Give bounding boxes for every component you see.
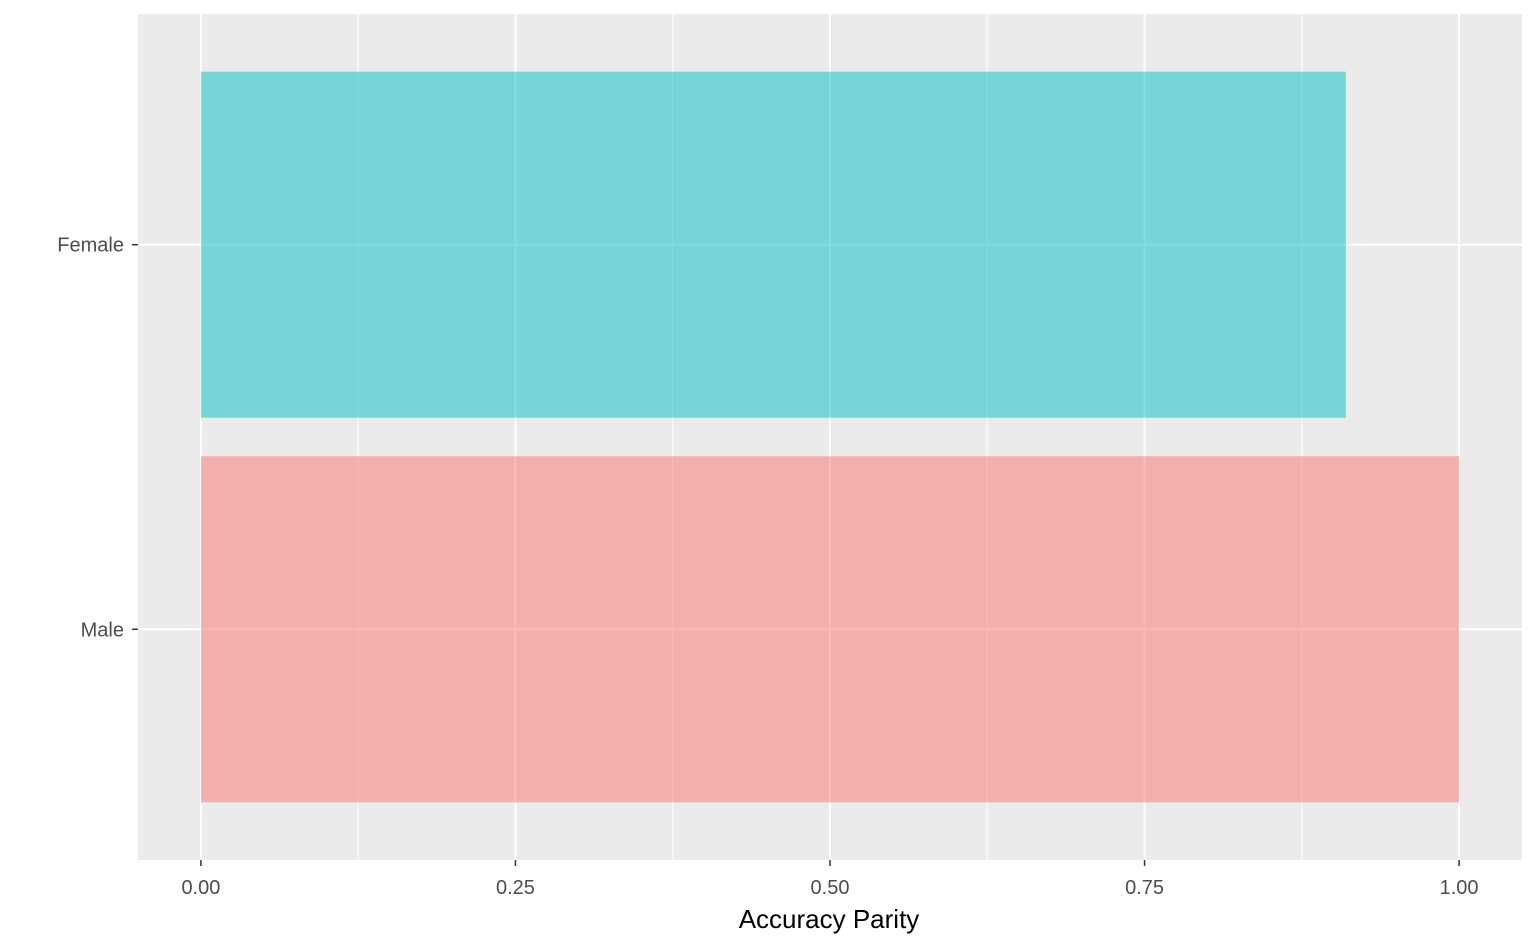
bar-female	[200, 71, 1346, 418]
x-tick-label: 0.75	[1125, 877, 1164, 899]
bar-male	[200, 456, 1460, 803]
x-tick-label: 0.50	[811, 877, 850, 899]
x-tick-label: 0.00	[181, 877, 220, 899]
x-axis: 0.00 0.25 0.50 0.75 1.00	[181, 860, 1479, 899]
x-axis-title: Accuracy Parity	[739, 904, 920, 934]
x-tick-label: 0.25	[496, 877, 535, 899]
y-axis: Male Female	[57, 235, 138, 641]
y-tick-label: Female	[57, 235, 124, 257]
y-tick-label: Male	[81, 619, 124, 641]
bars	[200, 71, 1460, 803]
x-tick-label: 1.00	[1440, 877, 1479, 899]
